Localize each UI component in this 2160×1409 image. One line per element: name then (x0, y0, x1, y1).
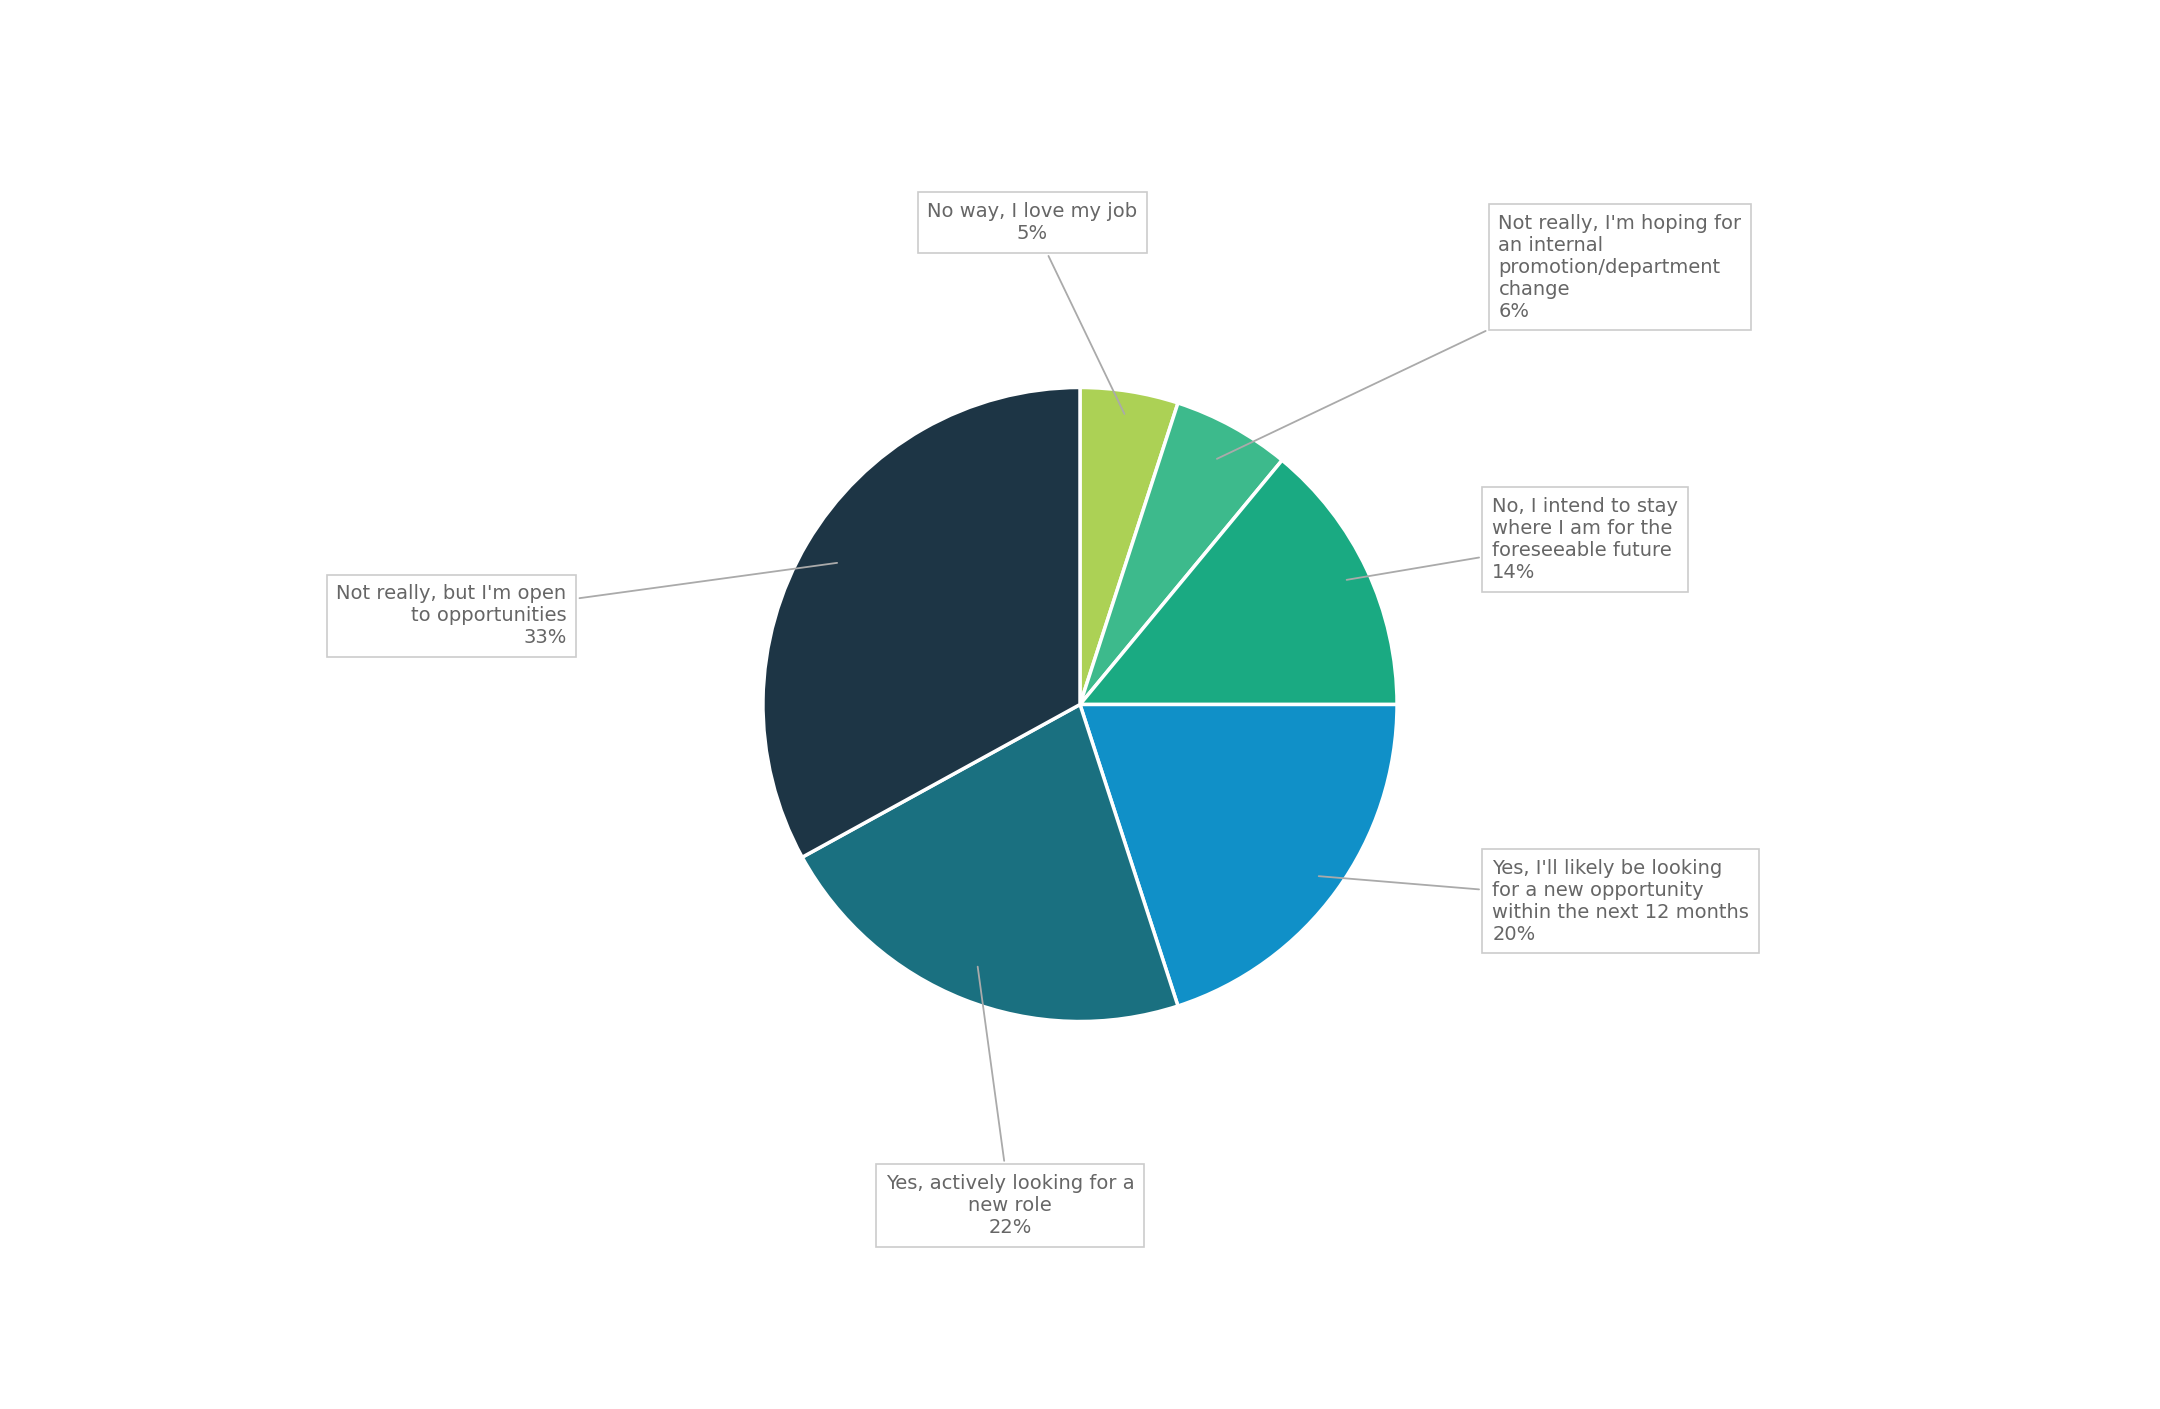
Wedge shape (1080, 387, 1177, 704)
Text: Yes, I'll likely be looking
for a new opportunity
within the next 12 months
20%: Yes, I'll likely be looking for a new op… (1320, 858, 1750, 944)
Wedge shape (1080, 461, 1398, 704)
Text: Yes, actively looking for a
new role
22%: Yes, actively looking for a new role 22% (886, 967, 1134, 1237)
Wedge shape (1080, 704, 1398, 1006)
Wedge shape (762, 387, 1080, 857)
Text: No, I intend to stay
where I am for the
foreseeable future
14%: No, I intend to stay where I am for the … (1346, 497, 1678, 582)
Wedge shape (801, 704, 1177, 1022)
Text: Not really, I'm hoping for
an internal
promotion/department
change
6%: Not really, I'm hoping for an internal p… (1216, 214, 1741, 459)
Text: Not really, but I'm open
to opportunities
33%: Not really, but I'm open to opportunitie… (337, 562, 838, 647)
Wedge shape (1080, 403, 1283, 704)
Text: No way, I love my job
5%: No way, I love my job 5% (927, 201, 1138, 414)
